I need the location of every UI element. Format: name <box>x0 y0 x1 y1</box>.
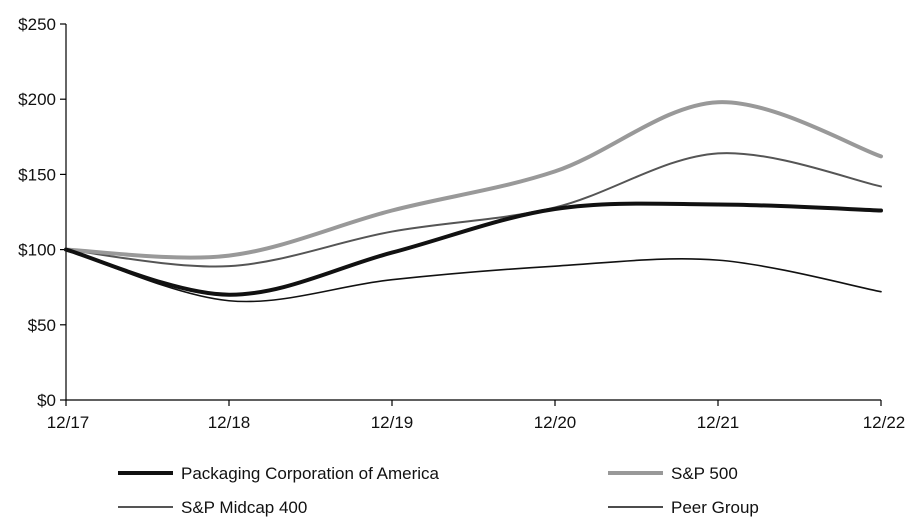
legend-label-peer-group: Peer Group <box>671 498 759 517</box>
legend-label-packaging-corporation-of-america: Packaging Corporation of America <box>181 464 440 483</box>
series-line-packaging-corporation-of-america <box>64 201 883 297</box>
y-tick-label: $200 <box>18 90 56 109</box>
y-tick-label: $100 <box>18 241 56 260</box>
y-tick-label: $250 <box>18 15 56 34</box>
x-tick-label: 12/17 <box>47 413 90 432</box>
axes: $0 $50 $100 $150 $200 $250 12/17 12/18 12/19 12/2… <box>18 15 905 432</box>
series-line-sp-500 <box>64 100 883 260</box>
y-tick-label: $150 <box>18 165 56 184</box>
y-tick-label: $50 <box>28 316 56 335</box>
x-tick-label: 12/18 <box>208 413 251 432</box>
x-tick-label: 12/19 <box>371 413 414 432</box>
y-tick-label: $0 <box>37 391 56 410</box>
legend-label-sp-midcap-400: S&P Midcap 400 <box>181 498 307 517</box>
x-tick-label: 12/20 <box>534 413 577 432</box>
legend-label-sp-500: S&P 500 <box>671 464 738 483</box>
series-lines <box>64 100 883 303</box>
x-tick-label: 12/21 <box>697 413 740 432</box>
series-line-sp-midcap-400 <box>65 152 882 268</box>
legend: Packaging Corporation of America S&P 500 S… <box>118 464 759 517</box>
x-tick-label: 12/22 <box>863 413 906 432</box>
series-line-peer-group <box>65 248 882 303</box>
